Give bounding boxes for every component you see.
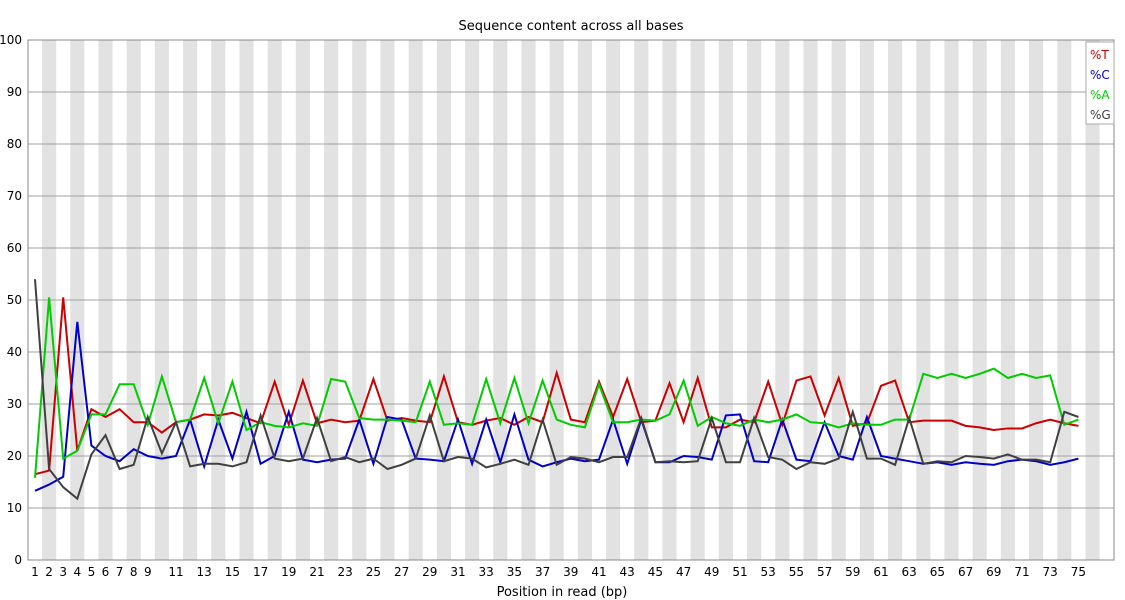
x-tick-label: 31 <box>450 565 465 579</box>
y-tick-label: 60 <box>7 241 22 255</box>
x-tick-label: 17 <box>253 565 268 579</box>
x-tick-label: 11 <box>168 565 183 579</box>
x-tick-label: 59 <box>845 565 860 579</box>
x-tick-label: 39 <box>563 565 578 579</box>
x-tick-label: 15 <box>225 565 240 579</box>
y-tick-label: 10 <box>7 501 22 515</box>
x-tick-label: 1 <box>31 565 39 579</box>
x-tick-label: 37 <box>535 565 550 579</box>
x-tick-label: 25 <box>366 565 381 579</box>
x-tick-label: 51 <box>732 565 747 579</box>
x-tick-label: 29 <box>422 565 437 579</box>
x-tick-label: 33 <box>479 565 494 579</box>
x-tick-label: 35 <box>507 565 522 579</box>
x-tick-label: 57 <box>817 565 832 579</box>
x-tick-label: 19 <box>281 565 296 579</box>
series-line <box>34 297 1079 478</box>
legend-entry: %G <box>1090 108 1111 122</box>
x-tick-label: 5 <box>88 565 96 579</box>
legend-entry: %C <box>1090 68 1110 82</box>
x-tick-label: 2 <box>45 565 53 579</box>
series-line <box>34 279 1079 501</box>
y-tick-label: 0 <box>14 553 22 567</box>
plot-frame <box>27 39 1115 561</box>
x-tick-label: 55 <box>789 565 804 579</box>
x-tick-label: 67 <box>958 565 973 579</box>
x-tick-label: 27 <box>394 565 409 579</box>
legend-entry: %A <box>1090 88 1110 102</box>
y-tick-label: 70 <box>7 189 22 203</box>
y-tick-label: 30 <box>7 397 22 411</box>
x-tick-label: 69 <box>986 565 1001 579</box>
y-tick-label: 20 <box>7 449 22 463</box>
x-tick-label: 53 <box>761 565 776 579</box>
legend-box <box>1085 41 1115 125</box>
x-tick-label: 47 <box>676 565 691 579</box>
legend-entry: %T <box>1090 48 1109 62</box>
x-axis-ticks: 1 2 3 4 5 6 7 8 9 11 13 15 17 19 21 23 25 27 29 31 33 35 37 39 4… <box>31 565 1086 579</box>
x-tick-label: 43 <box>620 565 635 579</box>
x-tick-label: 63 <box>902 565 917 579</box>
x-tick-label: 71 <box>1014 565 1029 579</box>
y-tick-label: 40 <box>7 345 22 359</box>
x-tick-label: 23 <box>338 565 353 579</box>
series-line <box>34 297 1079 476</box>
legend: %T %C %A %G <box>1085 41 1115 125</box>
y-tick-label: 100 <box>0 33 22 47</box>
x-tick-label: 9 <box>144 565 152 579</box>
x-tick-label: 6 <box>102 565 110 579</box>
x-tick-label: 41 <box>591 565 606 579</box>
y-tick-label: 50 <box>7 293 22 307</box>
x-tick-label: 49 <box>704 565 719 579</box>
x-tick-label: 73 <box>1043 565 1058 579</box>
x-tick-label: 21 <box>309 565 324 579</box>
y-axis-ticks: 0 10 20 30 40 50 60 70 80 90 100 <box>0 33 22 567</box>
x-axis-label: Position in read (bp) <box>497 585 628 600</box>
x-tick-label: 75 <box>1071 565 1086 579</box>
x-tick-label: 65 <box>930 565 945 579</box>
chart-title: Sequence content across all bases <box>458 19 683 34</box>
x-tick-label: 7 <box>116 565 124 579</box>
x-tick-label: 8 <box>130 565 138 579</box>
x-tick-label: 3 <box>59 565 67 579</box>
y-tick-label: 90 <box>7 85 22 99</box>
y-tick-label: 80 <box>7 137 22 151</box>
x-tick-label: 4 <box>73 565 81 579</box>
x-tick-label: 45 <box>648 565 663 579</box>
series-lines <box>34 279 1079 501</box>
x-tick-label: 13 <box>197 565 212 579</box>
x-tick-label: 61 <box>873 565 888 579</box>
